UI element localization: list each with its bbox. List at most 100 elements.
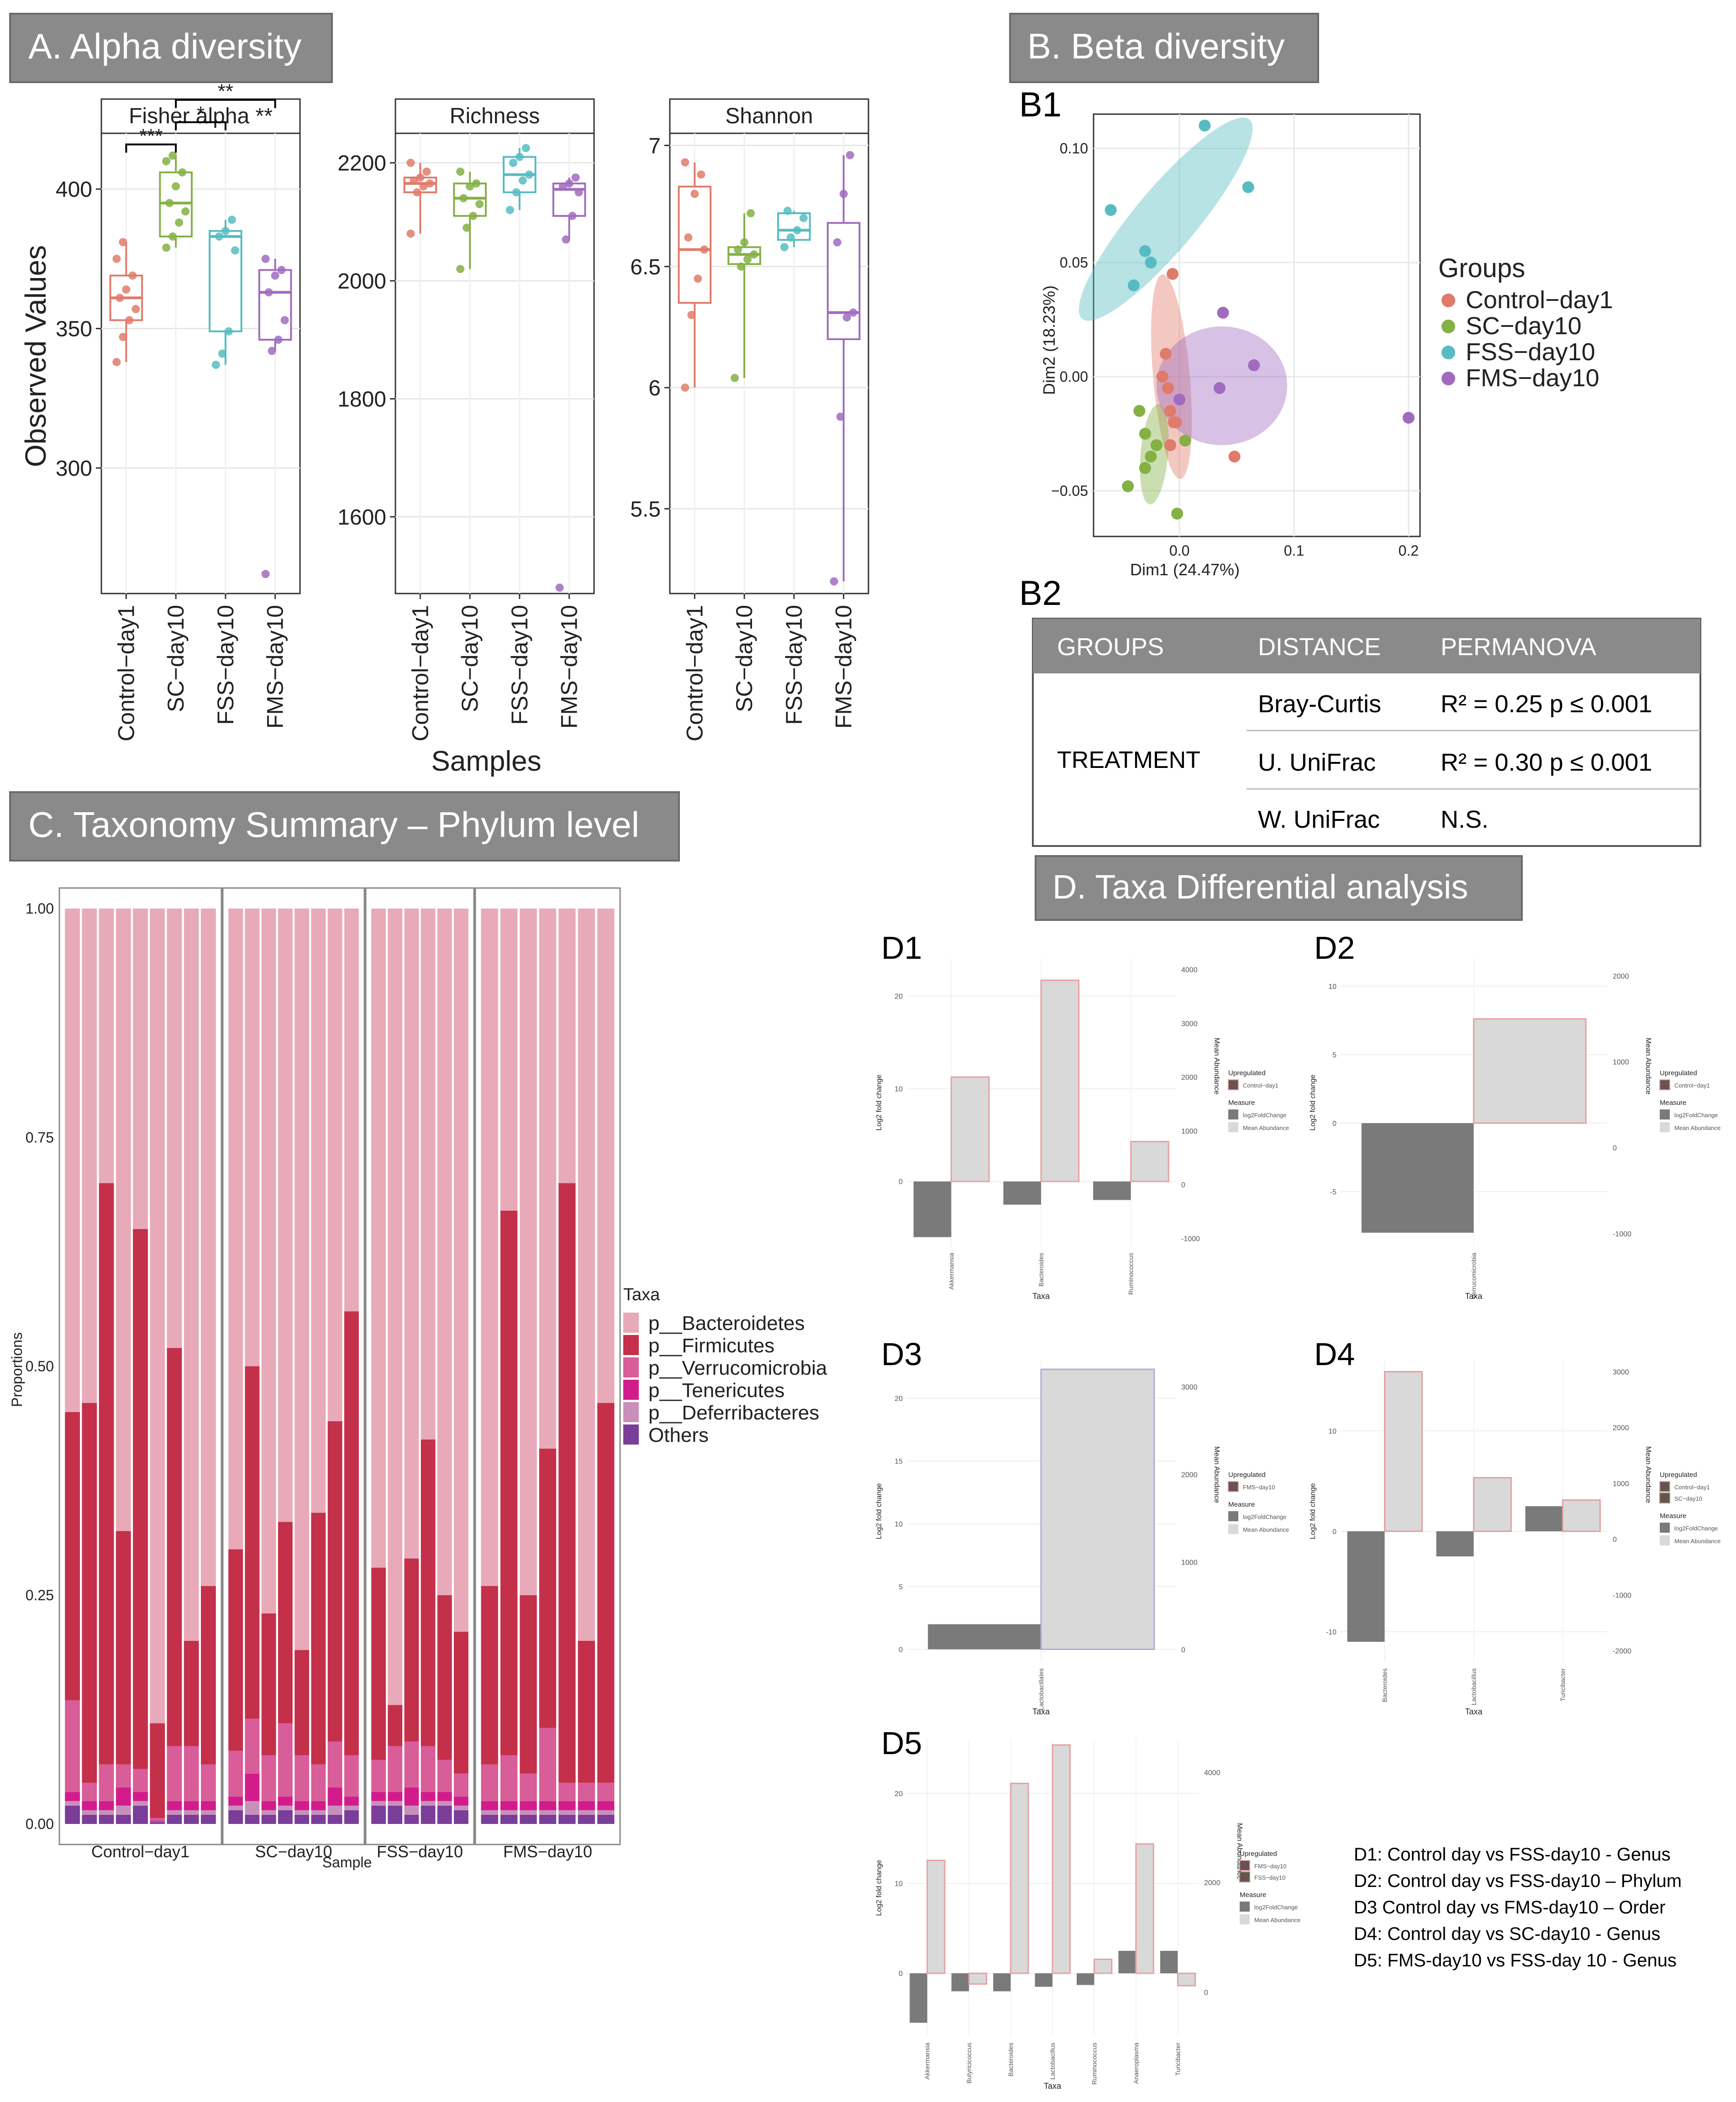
stacked-bar-segment [500, 1810, 518, 1815]
legend-title: Measure [1660, 1099, 1686, 1107]
diff-panel-1: D2 -5 0 5 10 -1000 0 1000 2000 VerrucomicrobiaTax… [1309, 930, 1720, 1301]
y2-axis-label: Mean Abundance [1213, 1446, 1220, 1503]
y-tick-label: 20 [894, 993, 903, 1000]
x-tick-label: FMS−day10 [831, 605, 857, 729]
stacked-bar-segment [311, 1814, 326, 1824]
x-tick-label: Lactobacillus [1470, 1668, 1478, 1705]
stacked-bar-segment [578, 1641, 595, 1783]
stacked-bar-segment [150, 1820, 165, 1822]
stacked-bar-segment [388, 1705, 403, 1746]
data-point [472, 179, 481, 188]
stacked-bar-segment [245, 1814, 260, 1824]
x-tick-label: 0.0 [1169, 542, 1189, 559]
y-tick-label: 20 [894, 1790, 903, 1798]
data-point [165, 199, 174, 207]
significance-label: * [197, 103, 205, 125]
differential-charts: D101020-100001000200030004000Akkermansia… [875, 930, 1720, 2091]
legend-label: SC−day10 [1674, 1495, 1702, 1502]
stacked-bar-segment [228, 1549, 243, 1751]
legend-swatch [623, 1335, 639, 1355]
pcoa-point [1145, 451, 1157, 462]
plot-frame [100, 132, 301, 594]
taxonomy-legend-title: Taxa [623, 1285, 660, 1304]
data-point [456, 168, 465, 176]
stacked-bar-segment [520, 1810, 537, 1815]
y-tick-label: 400 [56, 178, 92, 202]
x-tick-label: Lactobacillales [1037, 1668, 1045, 1710]
x-tick-label: Bacteroides [1037, 1253, 1045, 1287]
stacked-bar-segment [578, 1801, 595, 1810]
stacked-bar-segment [578, 1814, 595, 1824]
x-tick-label: Turicibacter [1559, 1668, 1567, 1702]
data-point [836, 412, 845, 421]
data-point [416, 173, 425, 182]
stacked-bar-segment [388, 1805, 403, 1824]
data-point [558, 182, 567, 191]
stacked-bar-segment [82, 1814, 97, 1824]
log2fc-bar [1035, 1973, 1052, 1987]
stacked-bar-segment [99, 1814, 114, 1824]
y-tick-label: −0.05 [1051, 483, 1088, 499]
y2-tick-label: 0 [1181, 1182, 1185, 1189]
table-cell-group: TREATMENT [1057, 747, 1200, 773]
y-tick-label: 0.50 [26, 1358, 54, 1375]
data-point [555, 583, 564, 592]
y-tick-label: 2200 [337, 152, 386, 176]
stacked-bar-segment [454, 1631, 468, 1774]
stacked-bar-segment [421, 1439, 436, 1746]
stacked-bar-segment [558, 1810, 576, 1815]
stacked-bar-segment [245, 909, 260, 1366]
legend-swatch [1240, 1914, 1250, 1924]
stacked-bar-segment [597, 1403, 615, 1783]
stacked-bar-segment [454, 1773, 468, 1797]
stacked-bar-segment [404, 1814, 419, 1824]
data-point [786, 233, 795, 242]
y-tick-label: -5 [1330, 1188, 1336, 1196]
legend-swatch [623, 1357, 639, 1377]
table-header-permanova: PERMANOVA [1441, 633, 1596, 661]
legend-label: FMS−day10 [1254, 1863, 1286, 1870]
y2-tick-label: -1000 [1613, 1592, 1631, 1599]
stacked-bar-segment [228, 1750, 243, 1797]
stacked-bar-segment [500, 1801, 518, 1810]
y2-tick-label: 4000 [1204, 1769, 1220, 1777]
data-point [565, 179, 573, 188]
x-tick-label: Butyricicoccus [965, 2043, 973, 2083]
y-tick-label: 10 [894, 1521, 903, 1529]
stacked-bar-segment [245, 1366, 260, 1719]
stacked-bar-segment [404, 1787, 419, 1806]
header-alpha: A. Alpha diversity [9, 13, 333, 83]
log2fc-bar [1160, 1950, 1178, 1974]
facet-title: Fisher alpha ** [129, 104, 273, 128]
legend-label: FMS−day10 [1243, 1484, 1275, 1491]
stacked-bar-segment [454, 1796, 468, 1806]
stacked-bar-segment [167, 1801, 182, 1810]
data-point [463, 223, 471, 232]
data-point [833, 238, 842, 247]
panel-label: D1 [881, 930, 922, 966]
legend-label: p__Bacteroidetes [648, 1312, 805, 1335]
y-tick-label: 0 [899, 1970, 903, 1978]
stacked-bar-segment [454, 1805, 468, 1810]
taxonomy-chart: Control−day1 SC−day10 FSS−day10 FMS−day10 0.… [26, 887, 621, 1861]
header-alpha-label: A. Alpha diversity [28, 26, 301, 66]
log2fc-bar [993, 1973, 1011, 1992]
stacked-bar-segment [520, 1595, 537, 1774]
stacked-bar-segment [311, 909, 326, 1513]
box-body [258, 269, 292, 341]
abundance-bar [1135, 1843, 1154, 1974]
legend-title: Upregulated [1240, 1850, 1277, 1858]
x-tick-label: SC−day10 [731, 605, 757, 712]
y-tick-label: 0.25 [26, 1587, 54, 1603]
diff-panel-2: D3 0 5 10 15 20 0 1000 2000 3000 LactobacillalesTa… [875, 1336, 1289, 1716]
abundance-bar [1093, 1958, 1113, 1974]
header-taxonomy: C. Taxonomy Summary – Phylum level [9, 791, 680, 862]
stacked-bar-segment [597, 1782, 615, 1801]
stacked-bar-segment [261, 1801, 276, 1810]
b2-label: B2 [1019, 574, 1062, 613]
log2fc-bar [1093, 1181, 1131, 1200]
log2fc-bar [1361, 1123, 1474, 1233]
legend-label: Mean Abundance [1674, 1125, 1720, 1131]
group-label: SC−day10 [255, 1842, 332, 1861]
legend-label: SC−day10 [1466, 312, 1582, 340]
